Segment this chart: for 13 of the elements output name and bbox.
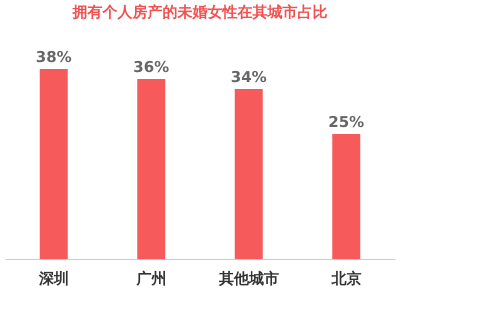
bar xyxy=(137,79,166,259)
x-tick-label: 其他城市 xyxy=(218,270,279,288)
x-tick-label: 北京 xyxy=(330,270,362,288)
x-tick-label: 广州 xyxy=(135,270,166,288)
bar xyxy=(40,69,68,259)
data-label: 34% xyxy=(230,68,267,86)
bar xyxy=(332,134,360,259)
data-label: 36% xyxy=(133,58,170,76)
chart-title: 拥有个人房产的未婚女性在其城市占比 xyxy=(72,3,328,21)
data-label: 25% xyxy=(328,113,364,131)
x-tick-label: 深圳 xyxy=(38,270,69,288)
bar xyxy=(234,89,263,259)
data-label: 38% xyxy=(36,48,72,66)
